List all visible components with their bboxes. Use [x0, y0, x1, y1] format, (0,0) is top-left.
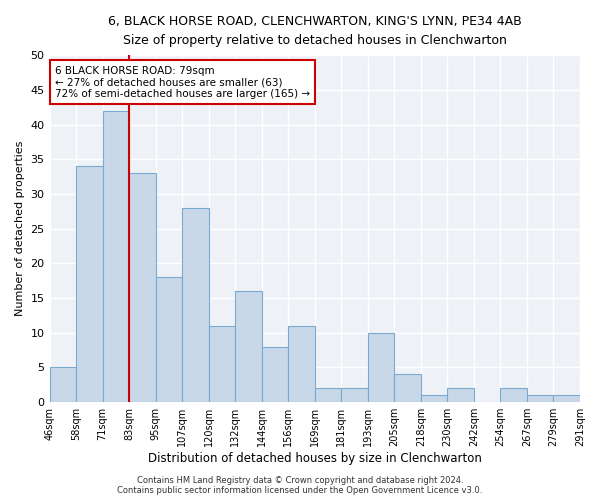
X-axis label: Distribution of detached houses by size in Clenchwarton: Distribution of detached houses by size …: [148, 452, 482, 465]
Bar: [50, 368, 76, 402]
Bar: [341, 388, 368, 402]
Bar: [103, 110, 129, 402]
Bar: [553, 396, 580, 402]
Bar: [527, 396, 553, 402]
Bar: [209, 326, 235, 402]
Text: 6 BLACK HORSE ROAD: 79sqm
← 27% of detached houses are smaller (63)
72% of semi-: 6 BLACK HORSE ROAD: 79sqm ← 27% of detac…: [55, 66, 310, 98]
Bar: [262, 346, 288, 402]
Bar: [76, 166, 103, 402]
Text: Contains HM Land Registry data © Crown copyright and database right 2024.
Contai: Contains HM Land Registry data © Crown c…: [118, 476, 482, 495]
Bar: [448, 388, 474, 402]
Bar: [182, 208, 209, 402]
Title: 6, BLACK HORSE ROAD, CLENCHWARTON, KING'S LYNN, PE34 4AB
Size of property relati: 6, BLACK HORSE ROAD, CLENCHWARTON, KING'…: [108, 15, 521, 47]
Bar: [288, 326, 315, 402]
Y-axis label: Number of detached properties: Number of detached properties: [15, 141, 25, 316]
Bar: [368, 333, 394, 402]
Bar: [315, 388, 341, 402]
Bar: [235, 291, 262, 402]
Bar: [155, 278, 182, 402]
Bar: [421, 396, 448, 402]
Bar: [129, 173, 155, 402]
Bar: [394, 374, 421, 402]
Bar: [500, 388, 527, 402]
